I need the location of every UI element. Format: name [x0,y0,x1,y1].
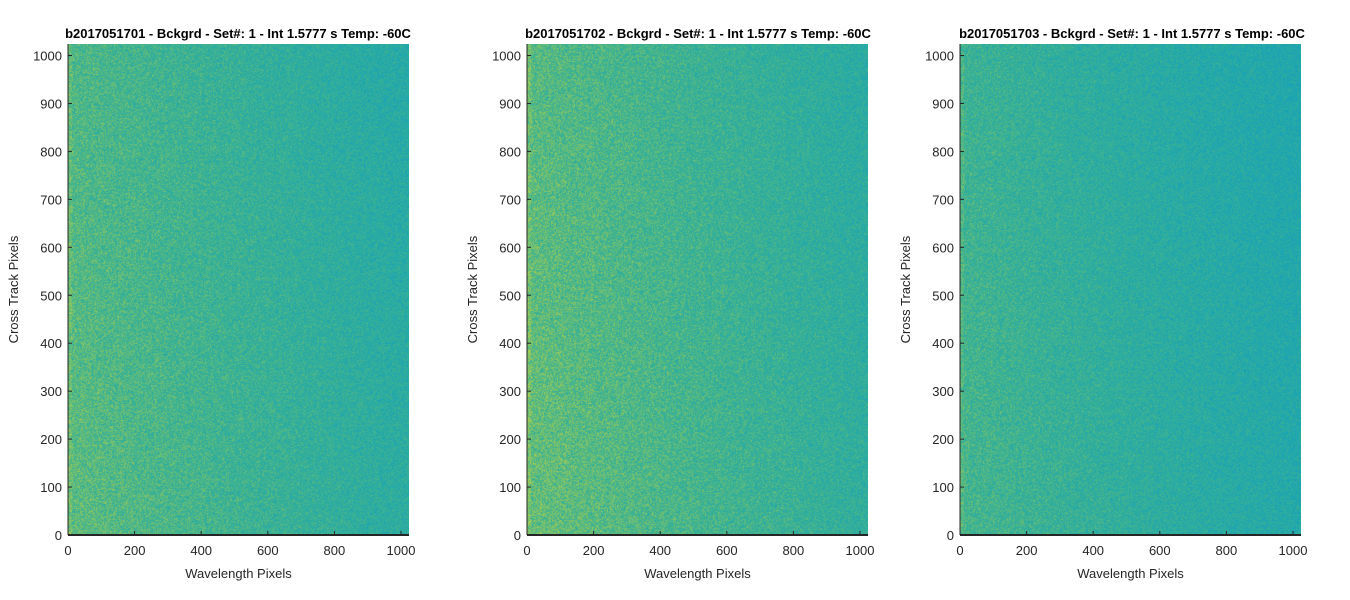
y-tick-label: 400 [932,336,954,351]
x-tick-label: 0 [956,543,963,558]
x-axis-label: Wavelength Pixels [185,566,292,581]
x-tick-label: 600 [716,543,738,558]
chart-title: b2017051703 - Bckgrd - Set#: 1 - Int 1.5… [959,26,1305,41]
y-tick-label: 500 [40,288,62,303]
x-tick-label: 400 [649,543,671,558]
x-axis-label: Wavelength Pixels [644,566,751,581]
y-tick-label: 1000 [492,49,521,64]
x-tick-label: 1000 [846,543,875,558]
x-tick-label: 0 [64,543,71,558]
y-tick-label: 0 [514,528,521,543]
x-tick-label: 200 [583,543,605,558]
y-tick-label: 0 [947,528,954,543]
x-tick-label: 200 [1016,543,1038,558]
y-tick-label: 700 [40,192,62,207]
y-tick-label: 800 [40,144,62,159]
heatmap-image [960,44,1301,535]
y-tick-label: 200 [40,432,62,447]
x-tick-label: 800 [1216,543,1238,558]
y-tick-label: 0 [55,528,62,543]
x-tick-label: 600 [1149,543,1171,558]
y-tick-label: 900 [932,96,954,111]
y-tick-label: 800 [932,144,954,159]
y-tick-label: 600 [499,240,521,255]
heatmap-image [68,44,409,535]
y-tick-label: 700 [499,192,521,207]
y-tick-label: 400 [40,336,62,351]
chart-title: b2017051701 - Bckgrd - Set#: 1 - Int 1.5… [65,26,411,41]
x-tick-label: 600 [257,543,279,558]
y-tick-label: 100 [499,480,521,495]
y-tick-label: 600 [932,240,954,255]
x-tick-label: 800 [783,543,805,558]
y-tick-label: 900 [40,96,62,111]
x-tick-label: 200 [124,543,146,558]
y-axis-label: Cross Track Pixels [898,235,913,343]
x-tick-label: 0 [523,543,530,558]
y-axis-label: Cross Track Pixels [465,235,480,343]
y-tick-label: 100 [932,480,954,495]
y-tick-label: 1000 [33,49,62,64]
y-tick-label: 700 [932,192,954,207]
y-tick-label: 200 [499,432,521,447]
y-tick-label: 300 [932,384,954,399]
x-axis-label: Wavelength Pixels [1077,566,1184,581]
y-tick-label: 1000 [925,49,954,64]
x-tick-label: 800 [324,543,346,558]
chart-title: b2017051702 - Bckgrd - Set#: 1 - Int 1.5… [525,26,871,41]
y-tick-label: 500 [499,288,521,303]
heatmap-image [527,44,868,535]
x-tick-label: 400 [190,543,212,558]
y-tick-label: 600 [40,240,62,255]
y-tick-label: 300 [40,384,62,399]
x-tick-label: 400 [1082,543,1104,558]
y-tick-label: 400 [499,336,521,351]
x-tick-label: 1000 [387,543,416,558]
y-tick-label: 200 [932,432,954,447]
y-tick-label: 900 [499,96,521,111]
y-tick-label: 500 [932,288,954,303]
x-tick-label: 1000 [1279,543,1308,558]
y-tick-label: 300 [499,384,521,399]
y-tick-label: 100 [40,480,62,495]
y-axis-label: Cross Track Pixels [6,235,21,343]
y-tick-label: 800 [499,144,521,159]
